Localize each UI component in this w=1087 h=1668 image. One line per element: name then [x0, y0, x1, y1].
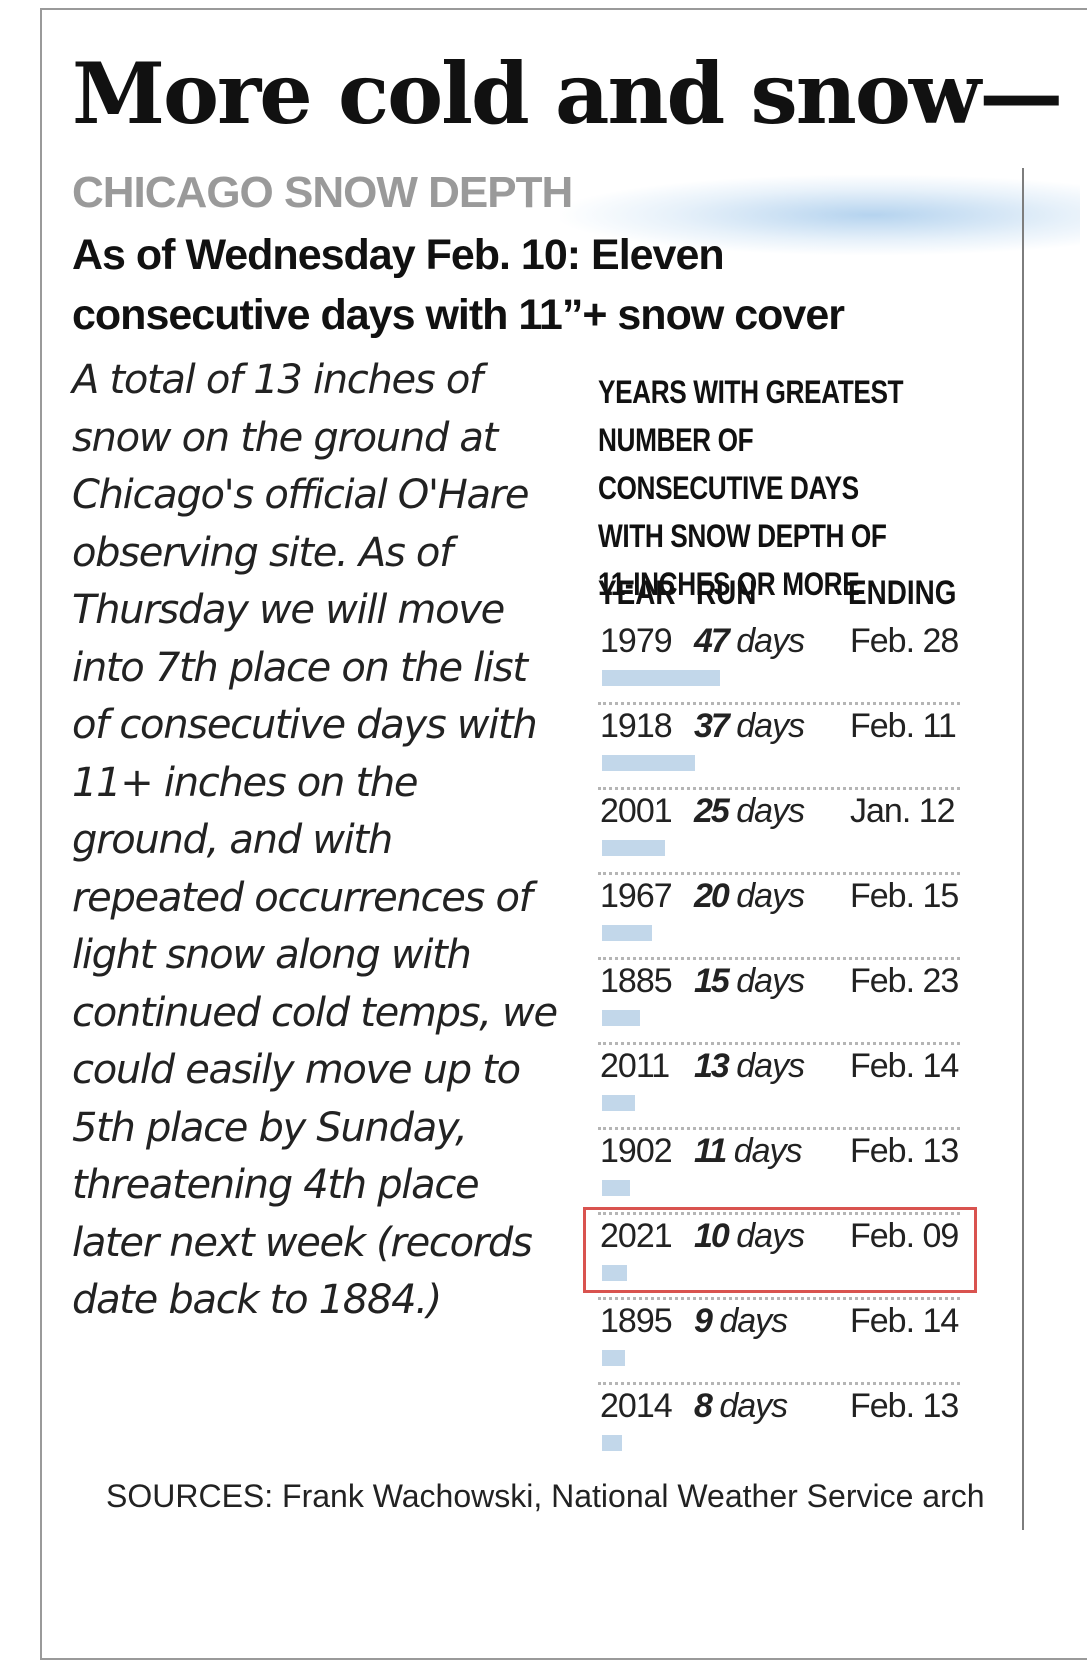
row-ending: Feb. 23 — [850, 962, 959, 1000]
table-row: 2021 10 days Feb. 09 — [598, 1215, 960, 1300]
row-year: 2014 — [600, 1387, 673, 1425]
row-run: 25 days — [694, 792, 805, 830]
row-divider — [598, 1212, 960, 1215]
row-ending: Feb. 13 — [850, 1387, 959, 1425]
row-year: 1885 — [600, 962, 673, 1000]
row-year: 2021 — [600, 1217, 673, 1255]
row-ending: Feb. 13 — [850, 1132, 959, 1170]
row-ending: Feb. 28 — [850, 622, 959, 660]
row-divider — [598, 957, 960, 960]
row-year: 2011 — [600, 1047, 670, 1085]
row-divider — [598, 1042, 960, 1045]
column-header-run: RUN — [696, 574, 757, 612]
row-ending: Feb. 09 — [850, 1217, 959, 1255]
run-bar — [602, 755, 695, 771]
table-row: 1885 15 days Feb. 23 — [598, 960, 960, 1045]
row-ending: Feb. 14 — [850, 1302, 959, 1340]
row-run: 37 days — [694, 707, 805, 745]
row-year: 1902 — [600, 1132, 673, 1170]
row-divider — [598, 872, 960, 875]
kicker: CHICAGO SNOW DEPTH — [72, 168, 573, 217]
column-header-ending: ENDING — [848, 574, 957, 612]
row-run: 15 days — [694, 962, 805, 1000]
run-bar — [602, 670, 720, 686]
run-bar — [602, 1350, 625, 1366]
row-year: 1895 — [600, 1302, 673, 1340]
column-header-year: YEAR — [598, 574, 676, 612]
table-row: 1902 11 days Feb. 13 — [598, 1130, 960, 1215]
row-run: 13 days — [694, 1047, 805, 1085]
sources-credit: SOURCES: Frank Wachowski, National Weath… — [106, 1478, 985, 1514]
table-row: 1918 37 days Feb. 11 — [598, 705, 960, 790]
run-bar — [602, 840, 665, 856]
row-divider — [598, 1127, 960, 1130]
row-run: 8 days — [694, 1387, 788, 1425]
row-year: 1967 — [600, 877, 673, 915]
row-divider — [598, 1297, 960, 1300]
column-divider — [1022, 168, 1024, 1530]
row-run: 11 days — [694, 1132, 803, 1170]
run-bar — [602, 1265, 627, 1281]
table-row: 1967 20 days Feb. 15 — [598, 875, 960, 960]
run-bar — [602, 1180, 630, 1196]
table-row: 2001 25 days Jan. 12 — [598, 790, 960, 875]
row-divider — [598, 787, 960, 790]
table-title: YEARS WITH GREATEST NUMBER OF CONSECUTIV… — [598, 374, 904, 602]
row-divider — [598, 1382, 960, 1385]
row-run: 20 days — [694, 877, 805, 915]
row-ending: Feb. 14 — [850, 1047, 959, 1085]
row-run: 47 days — [694, 622, 805, 660]
table-row: 2011 13 days Feb. 14 — [598, 1045, 960, 1130]
run-bar — [602, 925, 652, 941]
table-row: 1979 47 days Feb. 28 — [598, 620, 960, 705]
row-run: 9 days — [694, 1302, 788, 1340]
table-row: 1895 9 days Feb. 14 — [598, 1300, 960, 1385]
row-run: 10 days — [694, 1217, 805, 1255]
row-ending: Feb. 15 — [850, 877, 959, 915]
run-bar — [602, 1095, 635, 1111]
row-divider — [598, 702, 960, 705]
run-bar — [602, 1435, 622, 1451]
headline: More cold and snow— — [72, 44, 1063, 143]
row-year: 1918 — [600, 707, 673, 745]
decorative-glow — [560, 175, 1080, 255]
row-year: 2001 — [600, 792, 673, 830]
row-year: 1979 — [600, 622, 673, 660]
row-ending: Jan. 12 — [850, 792, 956, 830]
table-row: 2014 8 days Feb. 13 — [598, 1385, 960, 1470]
body-text: A total of 13 inches of snow on the grou… — [72, 357, 558, 1323]
highlight-box-2021 — [583, 1207, 977, 1293]
row-ending: Feb. 11 — [850, 707, 957, 745]
run-bar — [602, 1010, 640, 1026]
subhead: As of Wednesday Feb. 10: Eleven consecut… — [72, 231, 845, 339]
